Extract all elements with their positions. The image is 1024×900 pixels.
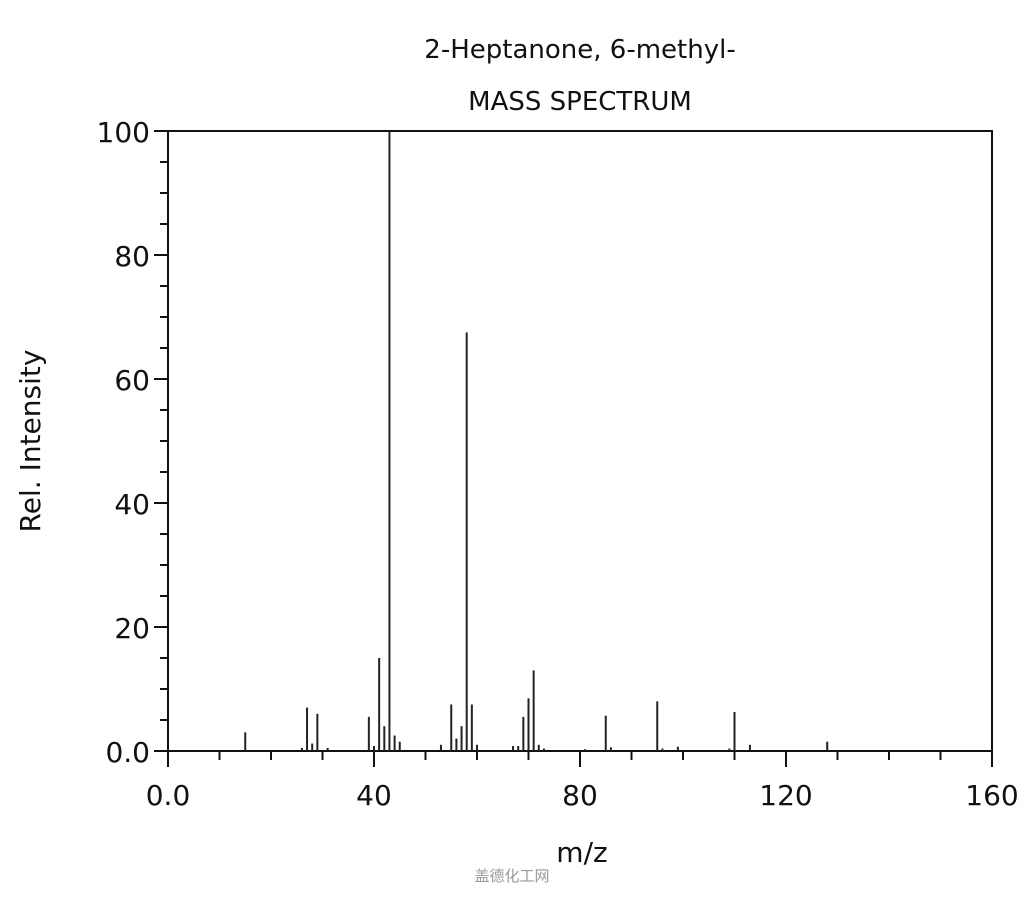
x-tick-label: 80 [562, 779, 598, 812]
x-tick-label: 160 [965, 779, 1018, 812]
x-tick-label: 120 [759, 779, 812, 812]
y-tick-label: 40 [114, 488, 150, 521]
y-tick-label: 100 [97, 116, 150, 149]
y-tick-label: 60 [114, 364, 150, 397]
peaks [244, 131, 829, 751]
x-axis: 0.0 40 80 120 160 [146, 751, 1019, 812]
y-axis-label: Rel. Intensity [14, 350, 47, 533]
y-tick-label: 20 [114, 612, 150, 645]
watermark: 盖德化工网 [474, 867, 549, 885]
chart-title: 2-Heptanone, 6-methyl- [424, 35, 735, 65]
x-tick-label: 0.0 [146, 779, 191, 812]
y-axis: 0.0 20 40 60 80 100 [97, 116, 168, 769]
plot-frame [167, 130, 993, 752]
x-tick-label: 40 [356, 779, 392, 812]
x-axis-label: m/z [556, 836, 607, 869]
chart-subtitle: MASS SPECTRUM [468, 87, 692, 117]
y-tick-label: 80 [114, 240, 150, 273]
y-tick-label: 0.0 [105, 736, 150, 769]
